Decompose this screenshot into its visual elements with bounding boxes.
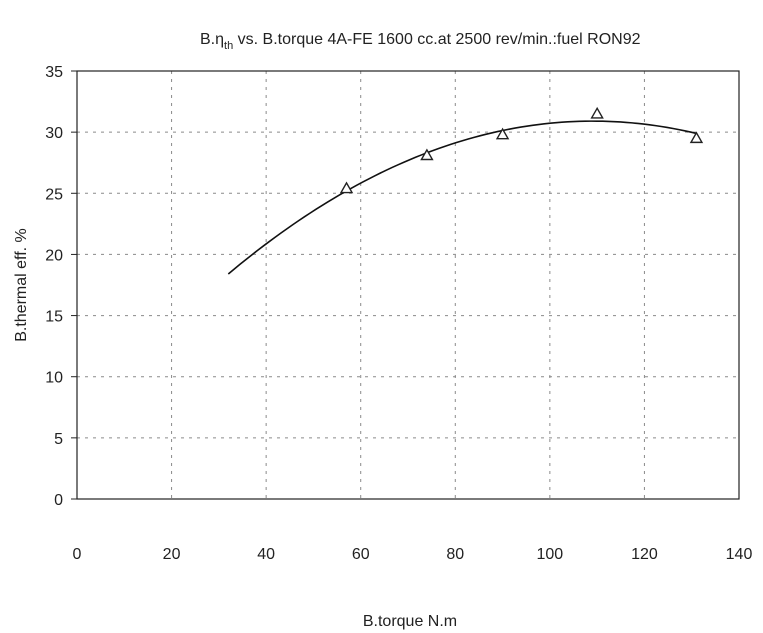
y-tick-label: 0 xyxy=(54,492,63,509)
chart-title: B.ηth vs. B.torque 4A-FE 1600 cc.at 2500… xyxy=(200,31,641,52)
chart-title-prefix: B.η xyxy=(200,31,224,48)
y-axis-title: B.thermal eff. % xyxy=(13,228,30,342)
x-tick-label: 0 xyxy=(73,546,82,563)
x-tick-labels: 0 20 40 60 80 100 120 140 xyxy=(73,546,753,563)
chart-title-rest: vs. B.torque 4A-FE 1600 cc.at 2500 rev/m… xyxy=(233,31,640,48)
y-tick-label: 25 xyxy=(45,186,63,203)
data-point-triangle xyxy=(420,148,434,161)
y-tick-label: 20 xyxy=(45,247,63,264)
data-point-triangle xyxy=(339,181,354,194)
x-axis-title: B.torque N.m xyxy=(363,613,457,630)
x-tick-label: 140 xyxy=(726,546,753,563)
data-point-triangle xyxy=(590,106,604,119)
x-tick-label: 80 xyxy=(446,546,464,563)
y-tick-labels: 0 5 10 15 20 25 30 35 xyxy=(45,64,63,509)
trendline-curve xyxy=(227,120,697,275)
trendline-layer xyxy=(227,120,697,275)
y-tick-label: 30 xyxy=(45,125,63,142)
y-tick-label: 35 xyxy=(45,64,63,81)
y-tick-label: 10 xyxy=(45,370,63,387)
grid-lines xyxy=(77,71,739,499)
chart-title-subscript: th xyxy=(224,40,233,52)
x-tick-label: 120 xyxy=(631,546,658,563)
data-points xyxy=(339,106,704,194)
x-tick-label: 100 xyxy=(537,546,564,563)
data-point-triangle xyxy=(689,131,704,144)
data-point-triangle xyxy=(495,127,510,140)
x-tick-label: 20 xyxy=(163,546,181,563)
x-tick-label: 60 xyxy=(352,546,370,563)
y-tick-label: 15 xyxy=(45,309,63,326)
x-tick-label: 40 xyxy=(257,546,275,563)
plot-border xyxy=(76,70,740,500)
plot-frame xyxy=(71,70,740,500)
y-tick-label: 5 xyxy=(54,431,63,448)
